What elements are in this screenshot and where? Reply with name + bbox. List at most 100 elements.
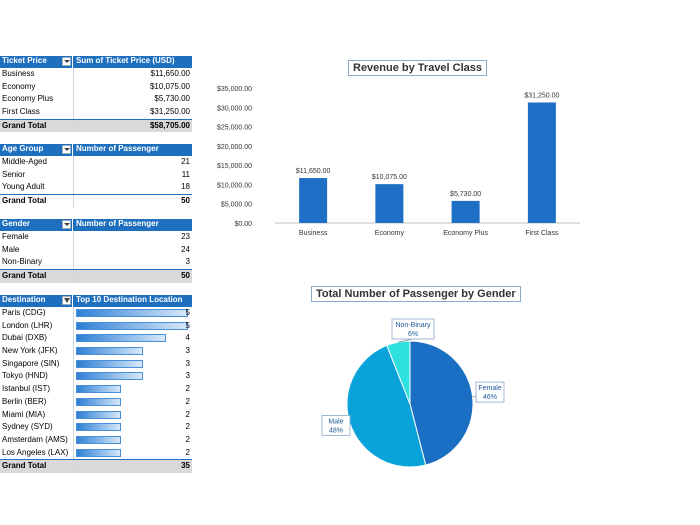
row-label: Los Angeles (LAX) [2, 447, 69, 457]
pivot-header: Age Group Number of Passenger [0, 144, 192, 156]
row-label: Business [2, 69, 35, 78]
data-bar [76, 359, 144, 368]
gender-pivot: Gender Number of Passenger Female 23 Male… [0, 219, 192, 283]
data-bar [76, 397, 121, 406]
x-tick-label: Business [299, 230, 328, 237]
bar [527, 102, 556, 223]
ticket-price-pivot: Ticket Price Sum of Ticket Price (USD) B… [0, 56, 192, 133]
total-label: Grand Total [2, 120, 47, 130]
slice-percent-label: 6% [408, 331, 418, 338]
table-row: Young Adult 18 [0, 181, 192, 195]
table-row: Los Angeles (LAX) 2 [0, 446, 192, 460]
age-group-header: Age Group [0, 144, 73, 156]
row-value: 3 [73, 370, 192, 384]
y-tick-label: $0.00 [234, 221, 252, 228]
row-label: Young Adult [2, 182, 45, 192]
row-value: 24 [73, 243, 192, 257]
age-group-pivot: Age Group Number of Passenger Middle-Age… [0, 144, 192, 208]
row-value: $10,075.00 [73, 80, 192, 94]
row-value: 5 [73, 307, 192, 320]
pie-chart-title: Total Number of Passenger by Gender [311, 286, 521, 302]
x-tick-label: First Class [525, 230, 559, 237]
row-value: 4 [73, 332, 192, 346]
gender-header: Gender [0, 219, 73, 231]
row-label: Economy Plus [2, 94, 54, 104]
value-text: 2 [185, 384, 190, 394]
value-text: 2 [185, 409, 190, 419]
y-tick-label: $35,000.00 [217, 86, 252, 93]
slice-name-label: Non-Binary [395, 322, 431, 329]
data-bar [76, 435, 121, 444]
row-label: Amsterdam (AMS) [2, 434, 68, 444]
filter-dropdown-icon[interactable] [62, 57, 71, 66]
row-value: 2 [73, 446, 192, 460]
y-tick-label: $10,000.00 [217, 182, 252, 189]
total-value: 50 [73, 270, 192, 283]
row-label: Male [2, 244, 20, 254]
filter-dropdown-icon[interactable] [62, 145, 71, 154]
data-label: $31,250.00 [524, 92, 559, 99]
table-row: Male 24 [0, 243, 192, 257]
row-label: London (LHR) [2, 320, 53, 330]
table-row: Amsterdam (AMS) 2 [0, 433, 192, 447]
table-row: Economy Plus $5,730.00 [0, 93, 192, 107]
revenue-bar-chart: $0.00 $5,000.00 $10,000.00 $15,000.00 $20,00… [217, 86, 580, 237]
data-bar [76, 372, 144, 381]
value-text: 2 [185, 434, 190, 444]
grand-total-row: Grand Total $58,705.00 [0, 118, 192, 133]
x-tick-label: Economy Plus [443, 230, 488, 237]
sum-ticket-price-header: Sum of Ticket Price (USD) [76, 56, 175, 65]
pivot-header: Ticket Price Sum of Ticket Price (USD) [0, 56, 192, 68]
value-text: 3 [185, 346, 190, 356]
row-label: Dubai (DXB) [2, 333, 47, 343]
row-label: Senior [2, 169, 26, 179]
row-value: $5,730.00 [73, 93, 192, 107]
bar [375, 184, 404, 223]
destination-header: Destination [0, 295, 73, 307]
row-value: 2 [73, 383, 192, 396]
row-value: 23 [73, 231, 192, 244]
row-label: First Class [2, 107, 40, 117]
slice-name-label: Male [328, 418, 343, 425]
total-label: Grand Total [2, 271, 47, 281]
leader-line [398, 338, 414, 343]
row-value: 3 [73, 345, 192, 358]
destination-rows: Paris (CDG) 5 London (LHR) 5 Dubai (DXB) 4 New… [0, 307, 192, 460]
row-value: 5 [73, 319, 192, 333]
value-text: 2 [185, 422, 190, 432]
table-row: New York (JFK) 3 [0, 345, 192, 358]
total-value: $58,705.00 [73, 119, 192, 133]
total-label: Grand Total [2, 196, 47, 206]
y-tick-label: $15,000.00 [217, 163, 252, 170]
row-label: Female [2, 232, 29, 241]
table-row: Middle-Aged 21 [0, 156, 192, 169]
table-row: Tokyo (HND) 3 [0, 370, 192, 384]
row-value: 2 [73, 395, 192, 409]
slice-percent-label: 48% [329, 427, 343, 434]
total-value: 35 [73, 460, 192, 473]
row-label: Singapore (SIN) [2, 358, 60, 368]
table-row: Non-Binary 3 [0, 256, 192, 270]
value-text: 5 [185, 308, 190, 317]
value-text: 5 [185, 320, 190, 330]
row-label: Tokyo (HND) [2, 371, 48, 381]
row-label: Sydney (SYD) [2, 422, 53, 432]
table-row: Senior 11 [0, 168, 192, 182]
filter-funnel-icon[interactable] [62, 296, 71, 305]
row-value: 2 [73, 433, 192, 447]
slice-percent-label: 46% [483, 394, 497, 401]
row-value: 3 [73, 357, 192, 371]
callout-box [391, 318, 435, 340]
row-value: $31,250.00 [73, 106, 192, 119]
total-value: 50 [73, 195, 192, 208]
data-bar [76, 334, 166, 343]
y-tick-label: $20,000.00 [217, 144, 252, 151]
row-label: Paris (CDG) [2, 308, 46, 317]
filter-dropdown-icon[interactable] [62, 220, 71, 229]
data-bar [76, 448, 121, 457]
row-value: 11 [73, 168, 192, 182]
data-label: $10,075.00 [372, 174, 407, 181]
row-value: 2 [73, 421, 192, 434]
row-value: 2 [73, 408, 192, 422]
data-bar [76, 410, 121, 419]
